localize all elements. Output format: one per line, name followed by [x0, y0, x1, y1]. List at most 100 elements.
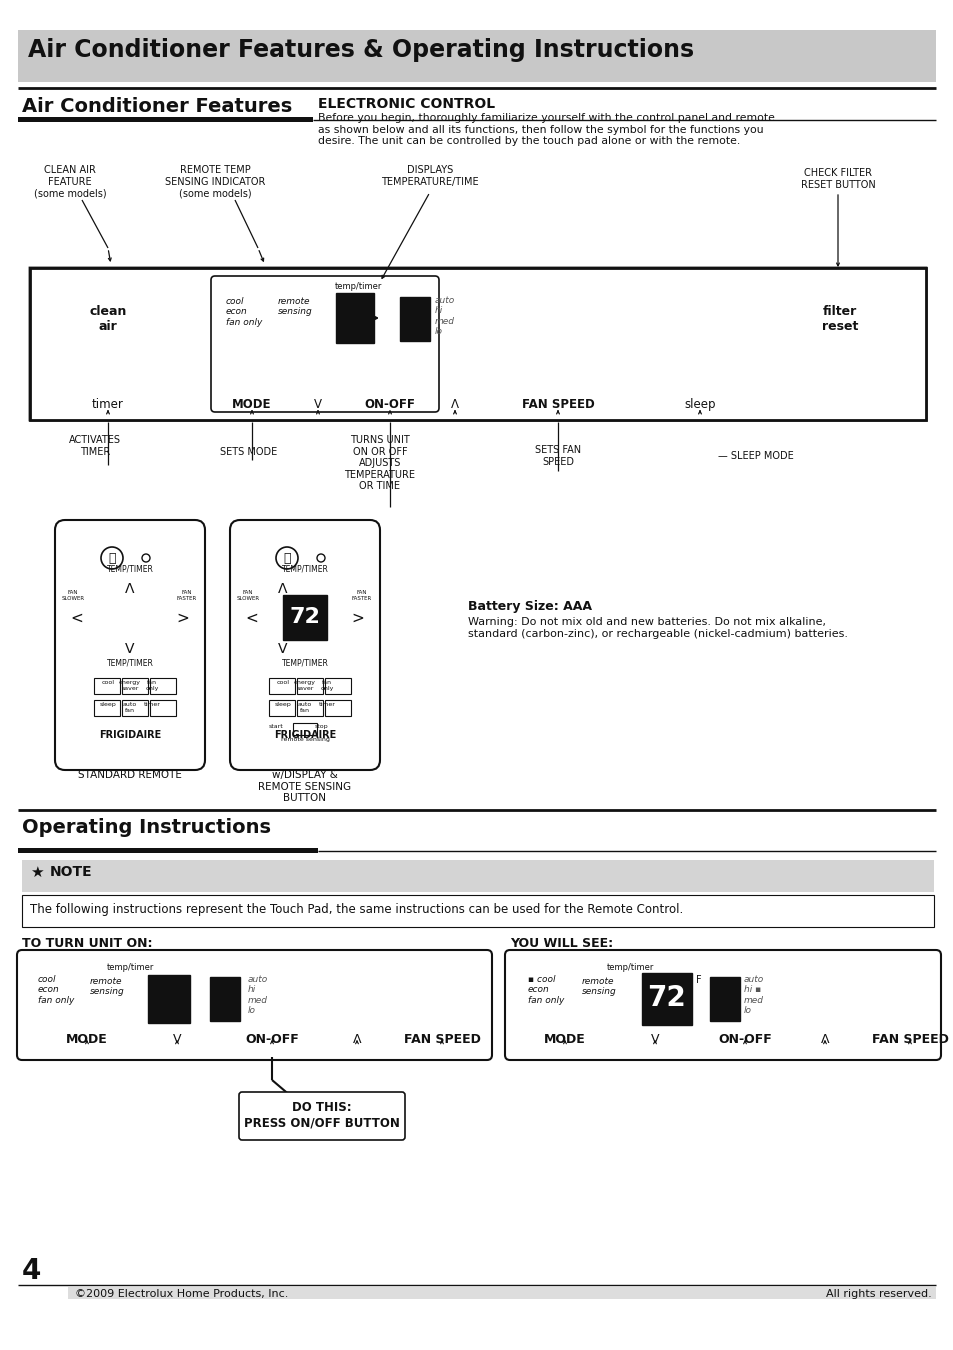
Text: ©2009 Electrolux Home Products, Inc.: ©2009 Electrolux Home Products, Inc. — [75, 1289, 288, 1299]
Bar — [325, 678, 351, 694]
Text: timer: timer — [92, 398, 124, 410]
Text: NOTE: NOTE — [50, 865, 92, 879]
Text: remote
sensing: remote sensing — [90, 977, 125, 996]
Text: auto
hi
med
lo: auto hi med lo — [248, 975, 268, 1015]
Text: TEMP/TIMER: TEMP/TIMER — [281, 657, 328, 667]
Text: FAN
SLOWER: FAN SLOWER — [61, 590, 85, 601]
Text: V: V — [172, 1033, 181, 1046]
Bar — [269, 722, 294, 736]
Circle shape — [101, 547, 123, 568]
FancyBboxPatch shape — [30, 269, 925, 420]
Text: cool
econ
fan only: cool econ fan only — [38, 975, 74, 1004]
Text: 4: 4 — [22, 1257, 41, 1285]
Bar — [150, 678, 175, 694]
Text: start: start — [269, 724, 283, 729]
Text: FAN
FASTER: FAN FASTER — [176, 590, 197, 601]
Text: ACTIVATES
TIMER: ACTIVATES TIMER — [69, 435, 121, 456]
Text: FAN SPEED: FAN SPEED — [871, 1033, 947, 1046]
Bar — [641, 973, 691, 1025]
Text: TEMP/TIMER: TEMP/TIMER — [281, 566, 328, 574]
Text: 72: 72 — [647, 984, 685, 1012]
Text: temp/timer: temp/timer — [334, 282, 381, 292]
Text: w/DISPLAY &
REMOTE SENSING
BUTTON: w/DISPLAY & REMOTE SENSING BUTTON — [258, 769, 352, 803]
Circle shape — [142, 554, 150, 562]
Text: MODE: MODE — [66, 1033, 108, 1046]
Text: auto
fan: auto fan — [123, 702, 137, 713]
Bar — [335, 293, 374, 343]
Text: ⓘ: ⓘ — [283, 552, 291, 566]
Text: 72: 72 — [290, 608, 320, 626]
FancyBboxPatch shape — [211, 275, 438, 412]
Text: ON-OFF: ON-OFF — [718, 1033, 771, 1046]
Bar — [22, 895, 933, 927]
Text: Battery Size: AAA: Battery Size: AAA — [468, 599, 592, 613]
Text: Λ: Λ — [820, 1033, 828, 1046]
Text: TEMP/TIMER: TEMP/TIMER — [107, 657, 153, 667]
Text: cool: cool — [101, 680, 114, 684]
Text: clean
air: clean air — [90, 305, 127, 333]
Bar — [30, 269, 925, 420]
FancyBboxPatch shape — [17, 950, 492, 1060]
Text: TEMP/TIMER: TEMP/TIMER — [107, 566, 153, 574]
Text: MODE: MODE — [543, 1033, 585, 1046]
Text: FRIGIDAIRE: FRIGIDAIRE — [99, 730, 161, 740]
Text: MODE: MODE — [232, 398, 272, 410]
Text: SETS MODE: SETS MODE — [220, 447, 277, 458]
Text: fan
only: fan only — [320, 680, 334, 691]
Text: CHECK FILTER
RESET BUTTON: CHECK FILTER RESET BUTTON — [800, 167, 875, 189]
Text: Air Conditioner Features: Air Conditioner Features — [22, 97, 292, 116]
Text: V: V — [125, 643, 134, 656]
Text: Warning: Do not mix old and new batteries. Do not mix alkaline,
standard (carbon: Warning: Do not mix old and new batterie… — [468, 617, 847, 639]
Text: cool: cool — [276, 680, 289, 684]
Text: ⓘ: ⓘ — [108, 552, 115, 566]
Text: ▪ cool
econ
fan only: ▪ cool econ fan only — [527, 975, 564, 1004]
Text: SETS FAN
SPEED: SETS FAN SPEED — [535, 446, 580, 467]
Text: stop: stop — [314, 724, 328, 729]
Text: FRIGIDAIRE: FRIGIDAIRE — [274, 730, 335, 740]
Text: Λ: Λ — [125, 582, 134, 595]
Circle shape — [316, 554, 325, 562]
Text: FAN SPEED: FAN SPEED — [521, 398, 594, 410]
Text: fan
only: fan only — [145, 680, 158, 691]
Text: energy
saver: energy saver — [119, 680, 141, 691]
Bar — [296, 678, 323, 694]
Text: CLEAN AIR
FEATURE
(some models): CLEAN AIR FEATURE (some models) — [33, 165, 106, 198]
Text: FAN
FASTER: FAN FASTER — [352, 590, 372, 601]
Bar — [18, 848, 317, 853]
Text: auto
fan: auto fan — [297, 702, 312, 713]
Text: ON-OFF: ON-OFF — [245, 1033, 298, 1046]
Text: timer: timer — [318, 702, 335, 707]
Text: Air Conditioner Features & Operating Instructions: Air Conditioner Features & Operating Ins… — [28, 38, 694, 62]
Text: Λ: Λ — [278, 582, 288, 595]
Text: >: > — [176, 610, 190, 625]
Text: temp/timer: temp/timer — [606, 963, 653, 972]
Text: ON-OFF: ON-OFF — [364, 398, 415, 410]
Text: FAN SPEED: FAN SPEED — [403, 1033, 480, 1046]
Bar — [68, 1287, 935, 1299]
Text: remote
sensing: remote sensing — [277, 297, 313, 316]
Text: auto
hi ▪
med
lo: auto hi ▪ med lo — [743, 975, 763, 1015]
Text: Λ: Λ — [451, 398, 458, 410]
Text: <: < — [71, 610, 83, 625]
Bar — [22, 860, 933, 892]
Bar — [94, 678, 120, 694]
Text: sleep: sleep — [683, 398, 715, 410]
Text: TO TURN UNIT ON:: TO TURN UNIT ON: — [22, 937, 152, 950]
Text: remote sensing: remote sensing — [280, 737, 329, 742]
Text: Before you begin, thoroughly familiarize yourself with the control panel and rem: Before you begin, thoroughly familiarize… — [317, 113, 774, 146]
Bar — [148, 975, 190, 1023]
Text: YOU WILL SEE:: YOU WILL SEE: — [510, 937, 613, 950]
Text: >: > — [352, 610, 364, 625]
Text: sleep: sleep — [274, 702, 291, 707]
Text: DO THIS:
PRESS ON/OFF BUTTON: DO THIS: PRESS ON/OFF BUTTON — [244, 1102, 399, 1129]
Bar — [283, 595, 327, 640]
Bar — [18, 117, 313, 121]
Bar — [94, 701, 120, 716]
Text: ELECTRONIC CONTROL: ELECTRONIC CONTROL — [317, 97, 495, 111]
Text: V: V — [314, 398, 322, 410]
FancyBboxPatch shape — [230, 520, 379, 769]
Bar — [314, 722, 340, 736]
Text: DISPLAYS
TEMPERATURE/TIME: DISPLAYS TEMPERATURE/TIME — [381, 165, 478, 186]
Bar — [709, 977, 740, 1021]
Text: The following instructions represent the Touch Pad, the same instructions can be: The following instructions represent the… — [30, 903, 682, 917]
